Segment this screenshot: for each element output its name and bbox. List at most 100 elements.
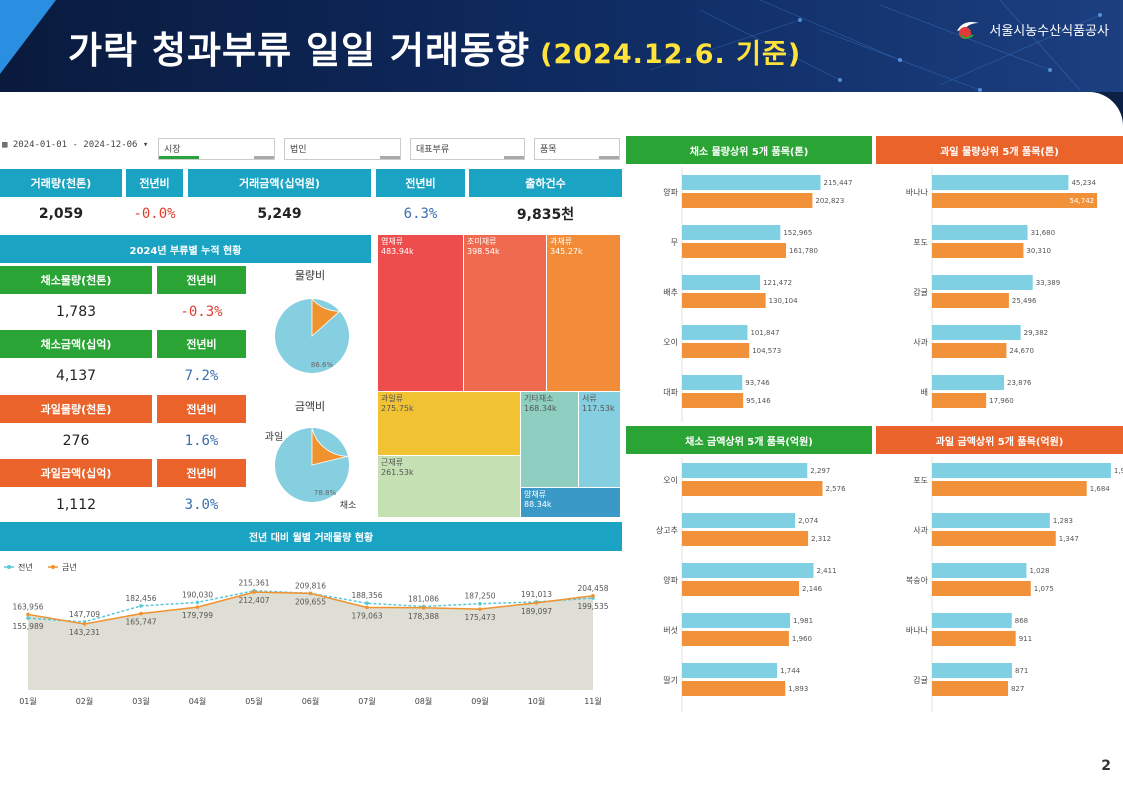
date-range-filter[interactable]: ▦ 2024-01-01 - 2024-12-06 ▾ [2, 140, 148, 150]
treemap-cell[interactable]: 과일류 275.75k [378, 392, 520, 455]
point-prev[interactable] [26, 616, 30, 620]
point-curr[interactable] [26, 612, 30, 617]
market-filter[interactable]: 시장 [158, 138, 275, 160]
bar-curr[interactable] [932, 681, 1008, 696]
bar-prev[interactable] [682, 325, 748, 340]
pie2-pct-label: 78.8% [314, 489, 337, 497]
legend-curr: 금년 [62, 562, 77, 572]
bar-curr[interactable] [932, 481, 1087, 496]
bar-prev[interactable] [932, 325, 1021, 340]
bar-prev[interactable] [682, 463, 808, 478]
bar-prev[interactable] [682, 375, 743, 390]
bar-curr[interactable] [682, 243, 787, 258]
treemap-cell[interactable]: 과채류 345.27k [547, 235, 620, 391]
bar-category-label: 대파 [663, 388, 678, 397]
x-tick-label: 07월 [358, 696, 376, 706]
point-curr[interactable] [139, 611, 143, 616]
bar-label-prev: 2,411 [817, 567, 837, 575]
item-filter[interactable]: 품목 [534, 138, 620, 160]
bar-prev[interactable] [682, 275, 761, 290]
corp-filter-label: 법인 [290, 145, 307, 155]
bar-curr[interactable] [682, 531, 809, 546]
treemap-cell[interactable]: 기타채소 168.34k [521, 392, 578, 487]
corp-filter[interactable]: 법인 [284, 138, 401, 160]
point-curr[interactable] [82, 622, 87, 626]
bar-curr[interactable] [932, 343, 1007, 358]
bar-curr[interactable] [682, 193, 813, 208]
point-prev[interactable] [478, 601, 482, 606]
bar-prev[interactable] [682, 613, 791, 628]
pie2-fruit-label: 과일 [265, 431, 283, 443]
bar-category-label: 감귤 [913, 675, 928, 685]
bar-prev[interactable] [932, 275, 1033, 290]
treemap-cell[interactable]: 양채류 88.34k [521, 488, 620, 517]
summary-amount-value: 5,249 [257, 206, 302, 222]
bar-prev[interactable] [932, 375, 1005, 390]
bar-prev[interactable] [932, 613, 1012, 628]
bar-prev[interactable] [682, 225, 781, 240]
treemap-cell[interactable]: 서류 117.53k [579, 392, 620, 487]
point-curr[interactable] [421, 605, 426, 610]
chart-legend: 전년 금년 [4, 562, 77, 572]
bar-curr[interactable] [932, 631, 1016, 646]
bar-label-prev: 215,447 [824, 179, 853, 187]
bar-category-label: 바나나 [906, 187, 929, 197]
bar-curr[interactable] [932, 581, 1031, 596]
calendar-icon: ▦ [2, 140, 13, 150]
summary-header-amount-yoy: 전년비 [376, 169, 465, 197]
treemap-cell[interactable]: 조미채류 398.54k [464, 235, 546, 391]
bar-prev[interactable] [932, 463, 1111, 478]
bar-curr[interactable] [682, 393, 744, 408]
bar-curr[interactable] [932, 293, 1009, 308]
label-prev: 187,250 [464, 592, 495, 601]
bar-label-prev: 29,382 [1024, 329, 1049, 337]
bar-curr[interactable] [682, 343, 750, 358]
treemap-cell[interactable]: 근채류 261.53k [378, 456, 520, 517]
bar-curr[interactable] [682, 581, 800, 596]
x-tick-label: 10월 [528, 696, 546, 706]
treemap-cell[interactable]: 엽채류 483.94k [378, 235, 463, 391]
point-prev[interactable] [365, 601, 369, 605]
bar-label-curr: 1,075 [1034, 585, 1054, 593]
bar-curr[interactable] [682, 631, 789, 646]
bar-prev[interactable] [932, 563, 1027, 578]
share-pies: 물량비 86.6% 금액비 과일 78.8% 채소 [265, 269, 356, 511]
bar-curr[interactable] [682, 481, 823, 496]
bar-label-prev: 2,297 [810, 467, 830, 475]
bar-curr[interactable] [932, 531, 1056, 546]
point-curr[interactable] [478, 607, 482, 611]
bar-label-prev: 868 [1015, 617, 1028, 625]
bar-category-label: 배추 [663, 288, 678, 297]
bar-prev[interactable] [682, 513, 796, 528]
bar-prev[interactable] [932, 663, 1013, 678]
bar-label-curr: 202,823 [815, 197, 844, 205]
bar-prev[interactable] [682, 175, 821, 190]
bar-curr[interactable] [932, 393, 987, 408]
point-prev[interactable] [139, 604, 143, 608]
point-curr[interactable] [252, 590, 256, 594]
bar-prev[interactable] [932, 513, 1050, 528]
bar-curr[interactable] [932, 193, 1098, 208]
label-prev: 147,709 [69, 610, 100, 619]
bar-prev[interactable] [932, 175, 1069, 190]
point-prev[interactable] [195, 600, 200, 605]
point-curr[interactable] [308, 591, 313, 596]
bar-prev[interactable] [682, 663, 778, 678]
point-curr[interactable] [365, 605, 369, 610]
bar-category-label: 양파 [663, 188, 678, 197]
pie-slice-fruit[interactable] [311, 297, 341, 337]
bar-prev[interactable] [682, 563, 814, 578]
point-curr[interactable] [534, 601, 539, 605]
bar-curr[interactable] [682, 681, 786, 696]
veg-amount-yoy-label: 전년비 [157, 330, 246, 358]
bar-curr[interactable] [932, 243, 1024, 258]
pie-slice-fruit[interactable] [311, 427, 349, 466]
bar-curr[interactable] [682, 293, 766, 308]
category-filter[interactable]: 대표부류 [410, 138, 525, 160]
dropdown-arrow-icon[interactable]: ▾ [137, 140, 149, 150]
bar-prev[interactable] [932, 225, 1028, 240]
point-curr[interactable] [195, 605, 200, 609]
bar-label-curr: 25,496 [1012, 297, 1037, 305]
date-range-text: 2024-01-01 - 2024-12-06 [12, 140, 138, 150]
point-curr[interactable] [591, 593, 595, 598]
